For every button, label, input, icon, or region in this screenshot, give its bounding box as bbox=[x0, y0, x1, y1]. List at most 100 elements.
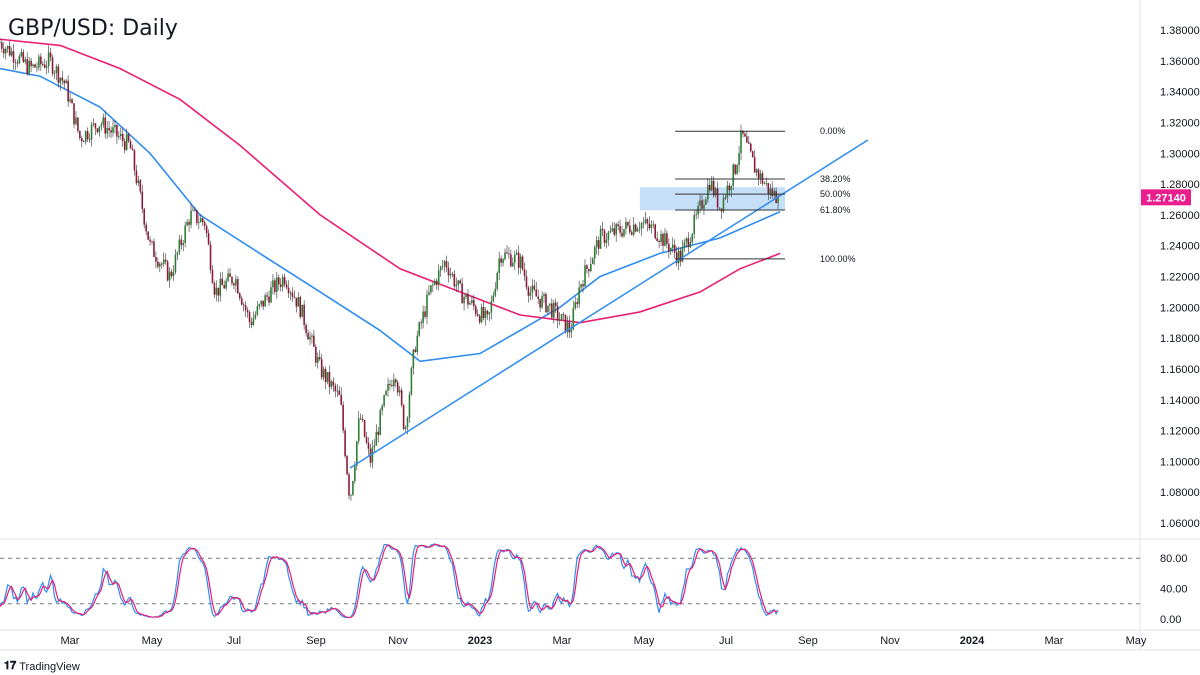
candle-body bbox=[673, 244, 676, 253]
candle-body bbox=[79, 130, 81, 139]
candle-body bbox=[422, 311, 424, 324]
candle-body bbox=[157, 261, 159, 267]
candle-body bbox=[734, 164, 736, 174]
candle-body bbox=[722, 197, 725, 212]
candle-body bbox=[184, 225, 186, 244]
candle-body bbox=[574, 302, 577, 309]
candle-body bbox=[527, 287, 530, 296]
candle-body bbox=[387, 383, 389, 391]
candle-body bbox=[461, 283, 463, 304]
candle-body bbox=[285, 284, 288, 288]
candle-body bbox=[467, 293, 469, 305]
candle-body bbox=[701, 200, 703, 209]
candle-body bbox=[194, 209, 196, 211]
candle-body bbox=[679, 250, 682, 262]
time-tick-label: Jul bbox=[719, 635, 733, 647]
candle-body bbox=[270, 287, 272, 303]
candle-body bbox=[707, 184, 709, 200]
fib-level-label: 38.20% bbox=[820, 174, 851, 184]
candle-body bbox=[8, 46, 11, 56]
candle-body bbox=[625, 221, 627, 230]
candle-body bbox=[576, 302, 578, 305]
oscillator-tick-label: 40.00 bbox=[1160, 584, 1188, 596]
candle-body bbox=[705, 199, 707, 205]
candle-body bbox=[476, 314, 479, 316]
candle-body bbox=[480, 307, 483, 323]
candle-body bbox=[740, 130, 742, 154]
candle-body bbox=[636, 229, 639, 232]
oscillator-tick-label: 0.00 bbox=[1160, 614, 1181, 626]
price-tick-label: 1.18000 bbox=[1160, 333, 1200, 345]
price-tick-label: 1.30000 bbox=[1160, 148, 1200, 160]
candle-body bbox=[414, 349, 417, 353]
candle-body bbox=[531, 285, 534, 293]
candle-body bbox=[178, 239, 181, 253]
time-tick-label: May bbox=[634, 635, 655, 647]
candle-body bbox=[73, 103, 75, 125]
candle-body bbox=[662, 233, 664, 246]
tradingview-brand[interactable]: 𝟏𝟕 TradingView bbox=[4, 660, 80, 673]
support-zone bbox=[639, 187, 786, 211]
candle-body bbox=[771, 188, 774, 196]
candle-body bbox=[289, 292, 292, 294]
candle-body bbox=[457, 280, 460, 285]
candle-body bbox=[617, 224, 619, 227]
price-tick-label: 1.28000 bbox=[1160, 179, 1200, 191]
brand-label: TradingView bbox=[19, 660, 80, 673]
candle-body bbox=[558, 319, 561, 321]
price-tick-label: 1.34000 bbox=[1160, 87, 1200, 99]
candle-body bbox=[619, 226, 621, 233]
candle-body bbox=[513, 254, 516, 263]
candle-body bbox=[207, 233, 210, 245]
candle-body bbox=[20, 51, 23, 57]
candle-body bbox=[180, 239, 183, 246]
time-tick-label: Jul bbox=[227, 635, 241, 647]
candle-body bbox=[125, 134, 128, 150]
last-price-label: 1.27140 bbox=[1146, 192, 1186, 204]
candle-body bbox=[155, 256, 157, 262]
candle-body bbox=[137, 180, 140, 184]
candle-body bbox=[274, 280, 276, 292]
candle-body bbox=[404, 427, 407, 429]
candle-body bbox=[521, 256, 524, 270]
candle-body bbox=[94, 123, 97, 129]
candle-body bbox=[670, 248, 672, 252]
price-tick-label: 1.38000 bbox=[1160, 25, 1200, 37]
candle-body bbox=[588, 268, 590, 272]
candle-body bbox=[695, 214, 697, 216]
candle-body bbox=[32, 64, 34, 67]
candle-body bbox=[537, 296, 539, 299]
candle-body bbox=[591, 258, 594, 265]
candle-body bbox=[90, 124, 93, 140]
candle-body bbox=[199, 218, 202, 223]
candle-body bbox=[28, 60, 30, 74]
candle-body bbox=[231, 276, 233, 284]
candle-body bbox=[533, 285, 536, 290]
candle-body bbox=[258, 304, 261, 307]
candle-body bbox=[549, 303, 551, 306]
candle-body bbox=[627, 221, 629, 226]
time-tick-label: May bbox=[1126, 635, 1147, 647]
candle-body bbox=[621, 232, 623, 237]
candle-body bbox=[118, 136, 120, 137]
candle-body bbox=[656, 238, 658, 241]
candle-body bbox=[545, 294, 547, 313]
candle-body bbox=[646, 219, 649, 224]
candle-body bbox=[328, 372, 331, 387]
candle-body bbox=[283, 277, 286, 285]
candle-body bbox=[634, 224, 637, 232]
candle-body bbox=[547, 305, 549, 313]
candle-body bbox=[484, 310, 487, 319]
candle-body bbox=[430, 285, 432, 293]
candle-body bbox=[578, 287, 580, 305]
stochastic-d-line bbox=[0, 543, 779, 619]
candle-body bbox=[652, 224, 655, 226]
candle-body bbox=[726, 185, 729, 198]
candle-body bbox=[681, 247, 684, 262]
candle-body bbox=[330, 381, 333, 387]
fib-level-label: 0.00% bbox=[820, 126, 846, 136]
candle-body bbox=[88, 139, 91, 140]
candle-body bbox=[595, 240, 598, 248]
candle-body bbox=[57, 66, 60, 83]
